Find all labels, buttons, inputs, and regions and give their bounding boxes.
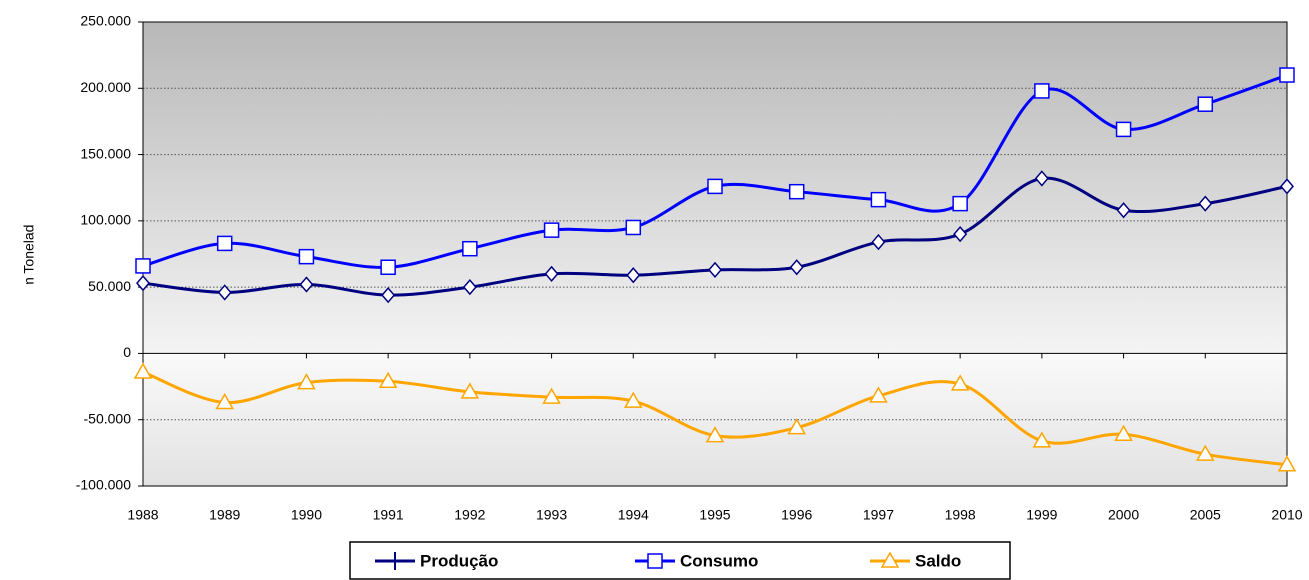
data-point <box>1115 121 1132 138</box>
data-point <box>1198 195 1213 212</box>
data-point <box>626 267 641 284</box>
x-tick-label: 1990 <box>291 507 322 523</box>
x-tick-label: 1999 <box>1026 507 1057 523</box>
data-point <box>1114 424 1133 442</box>
legend-marker <box>387 552 403 570</box>
data-point <box>542 387 561 404</box>
y-tick-label: 200.000 <box>80 79 131 95</box>
data-point <box>133 362 153 379</box>
data-point <box>1034 83 1050 99</box>
legend-label: Produção <box>420 551 498 570</box>
data-point <box>380 259 396 276</box>
data-point <box>708 261 722 279</box>
data-point <box>788 183 805 200</box>
x-tick-label: 1994 <box>618 507 649 523</box>
data-point <box>953 225 968 243</box>
data-point <box>1195 444 1215 461</box>
series-line <box>142 73 1288 269</box>
x-tick-label: 1988 <box>127 507 158 523</box>
data-point <box>625 219 642 236</box>
data-point <box>1279 67 1295 83</box>
data-point <box>950 374 970 391</box>
data-point <box>378 371 398 389</box>
data-point <box>543 222 560 238</box>
data-point <box>298 248 315 265</box>
x-tick-label: 1992 <box>454 507 485 523</box>
data-point <box>1116 202 1131 219</box>
data-point <box>869 386 888 403</box>
data-point <box>870 191 887 208</box>
data-point <box>135 258 151 274</box>
y-tick-label: -50.000 <box>84 410 132 426</box>
x-tick-label: 2000 <box>1108 507 1139 523</box>
x-tick-label: 1995 <box>699 507 730 523</box>
legend-label: Saldo <box>915 551 961 570</box>
x-tick-label: 2010 <box>1271 507 1302 523</box>
x-tick-label: 2005 <box>1190 507 1221 523</box>
y-tick-label: 50.000 <box>88 278 131 294</box>
y-tick-label: -100.000 <box>76 477 131 493</box>
legend-marker <box>647 553 663 569</box>
data-point <box>1032 431 1052 448</box>
data-point <box>462 240 478 257</box>
x-tick-label: 1993 <box>536 507 567 523</box>
data-point <box>297 373 316 390</box>
data-point <box>1197 96 1214 112</box>
data-point <box>460 382 480 399</box>
data-point <box>789 259 804 276</box>
data-point <box>299 276 314 293</box>
plot-border <box>142 21 1288 487</box>
y-tick-label: 0 <box>123 344 131 360</box>
data-point <box>787 418 807 435</box>
data-point <box>381 286 396 304</box>
data-point <box>544 265 559 283</box>
x-tick-label: 1998 <box>945 507 976 523</box>
data-point <box>705 426 725 443</box>
data-point <box>623 391 643 408</box>
legend-label: Consumo <box>680 551 758 570</box>
y-tick-label: 150.000 <box>80 145 131 161</box>
data-point <box>217 284 232 301</box>
data-point <box>1280 178 1294 195</box>
data-point <box>1034 170 1049 187</box>
data-point <box>952 195 968 212</box>
data-point <box>216 235 233 252</box>
data-point <box>871 233 886 251</box>
data-point <box>136 275 150 292</box>
data-point <box>1277 455 1297 472</box>
x-tick-label: 1997 <box>863 507 894 523</box>
data-point <box>707 178 723 195</box>
y-tick-label: 100.000 <box>80 212 131 228</box>
x-tick-label: 1989 <box>209 507 240 523</box>
data-point <box>215 392 235 410</box>
legend-marker <box>880 551 900 568</box>
y-axis-label: Em Toneladas <box>21 210 37 298</box>
y-tick-label: 250.000 <box>80 13 131 29</box>
data-point <box>462 278 477 296</box>
x-tick-label: 1996 <box>781 507 812 523</box>
x-tick-label: 1991 <box>373 507 404 523</box>
